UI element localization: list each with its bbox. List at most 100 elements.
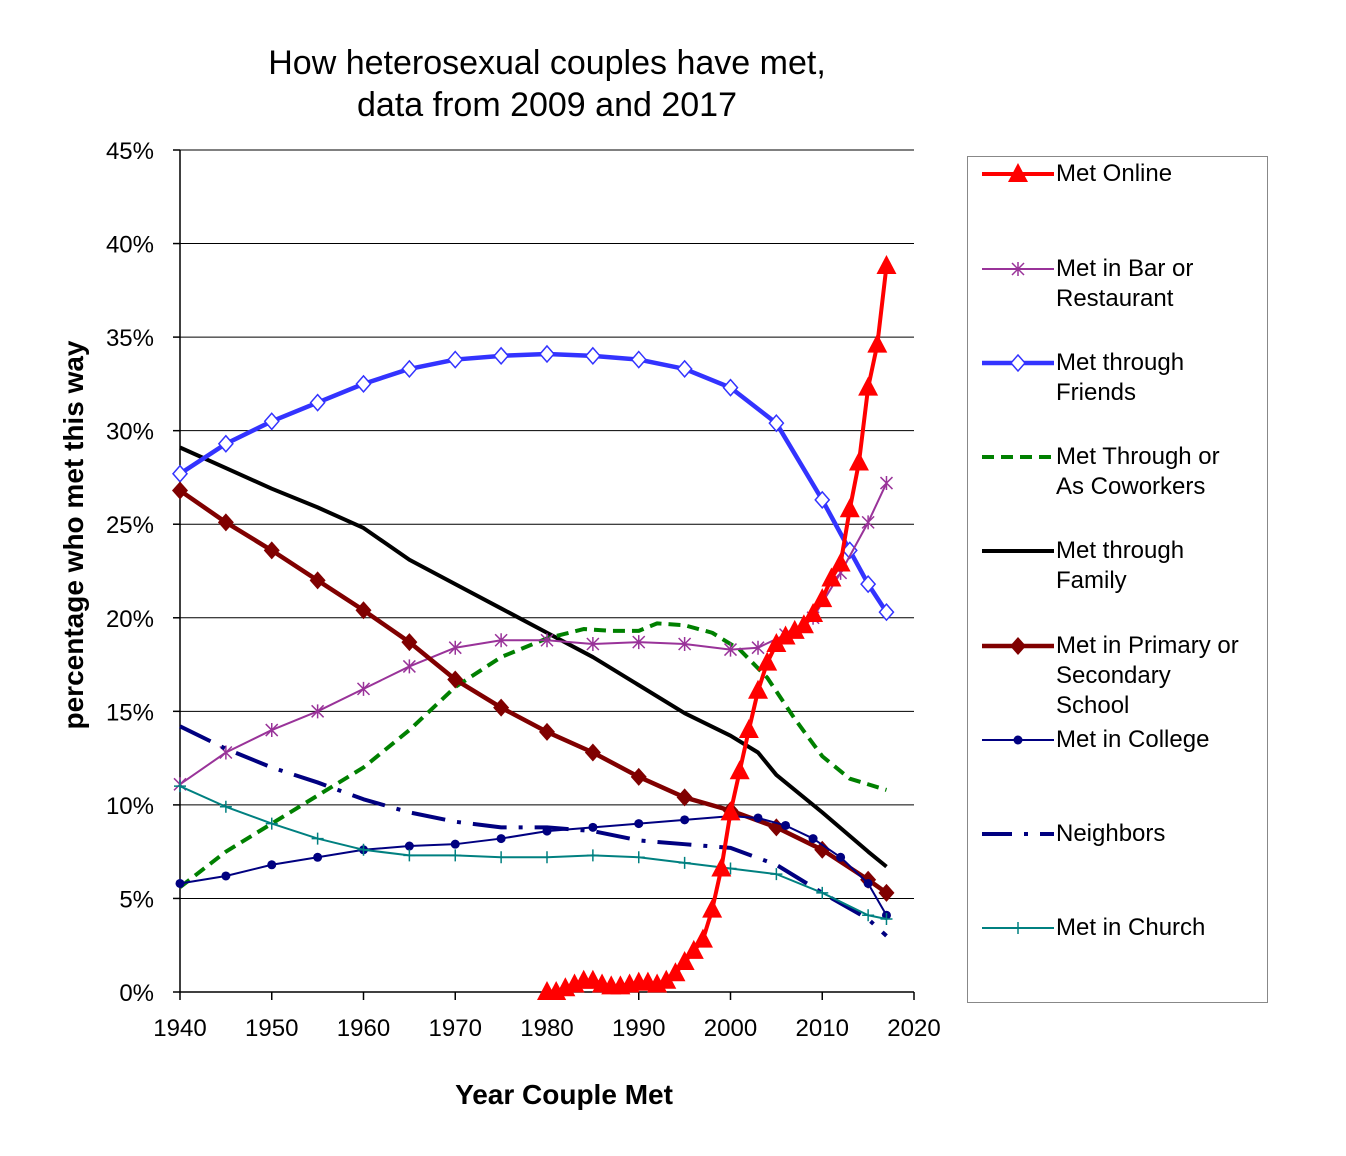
legend-label: Met in Church (1056, 914, 1206, 941)
data-point (493, 698, 510, 717)
legend-swatch (982, 353, 1054, 373)
data-point (541, 851, 553, 864)
data-point (221, 871, 231, 881)
y-tick-label: 35% (106, 325, 154, 352)
series-6 (175, 811, 891, 920)
data-point (768, 414, 785, 433)
data-point (313, 852, 323, 862)
data-point (1011, 262, 1025, 276)
data-point (770, 868, 783, 881)
data-point (1013, 735, 1023, 745)
y-tick-label: 20% (106, 606, 154, 633)
data-point (753, 813, 763, 823)
chart-legend: Met Online Met in Bar or Restaurant Met th… (967, 156, 1268, 1003)
legend-swatch (982, 262, 1054, 276)
data-point (720, 801, 741, 821)
y-tick-label: 5% (119, 886, 154, 913)
data-point (781, 820, 791, 830)
x-tick-label: 1940 (153, 1015, 206, 1042)
data-point (539, 344, 555, 364)
data-point (723, 642, 738, 657)
data-point (1008, 163, 1028, 182)
y-tick-label: 15% (106, 699, 154, 726)
series-5 (172, 481, 895, 902)
data-point (584, 743, 601, 762)
data-point (495, 851, 508, 864)
series-3 (178, 621, 888, 889)
series-line (178, 621, 888, 889)
data-point (665, 962, 686, 982)
y-tick-label: 45% (106, 138, 154, 165)
data-point (355, 601, 372, 620)
legend-label: Neighbors (1056, 820, 1166, 847)
data-point (839, 498, 860, 518)
data-point (630, 350, 647, 369)
data-point (863, 878, 873, 888)
series-line (179, 482, 888, 786)
series-line (178, 351, 889, 614)
data-point (878, 883, 895, 902)
x-tick-label: 2010 (796, 1015, 849, 1042)
data-point (848, 451, 869, 471)
legend-swatch (982, 163, 1054, 182)
data-point (586, 636, 600, 651)
data-point (632, 851, 645, 864)
data-point (814, 490, 831, 510)
data-point (632, 635, 646, 650)
data-point (738, 719, 759, 739)
data-point (450, 839, 460, 849)
data-point (784, 619, 805, 639)
data-point (821, 567, 842, 587)
data-point (403, 849, 416, 862)
data-point (175, 878, 185, 888)
x-tick-label: 1970 (429, 1015, 482, 1042)
data-point (493, 346, 510, 365)
data-point (880, 913, 893, 926)
data-point (447, 350, 464, 369)
data-point (219, 800, 232, 813)
data-point (860, 574, 877, 594)
data-point (861, 515, 875, 530)
data-point (357, 843, 370, 856)
data-point (879, 476, 894, 491)
data-point (356, 681, 371, 696)
data-point (751, 640, 765, 655)
data-point (449, 849, 462, 862)
series-0 (537, 255, 897, 1000)
data-point (172, 481, 188, 500)
data-point (542, 826, 552, 836)
data-point (401, 359, 418, 379)
data-point (876, 255, 897, 275)
data-point (692, 928, 713, 948)
data-point (1012, 922, 1024, 934)
data-point (355, 374, 372, 394)
x-tick-label: 1950 (245, 1015, 298, 1042)
data-point (678, 856, 691, 869)
y-tick-label: 30% (106, 419, 154, 446)
data-point (812, 588, 833, 608)
data-point (634, 819, 644, 829)
data-point (711, 857, 732, 877)
data-point (748, 679, 769, 699)
legend-label: Met through Friends (1056, 349, 1185, 406)
data-point (309, 571, 326, 590)
legend-label: Met in Primary or Secondary School (1056, 632, 1239, 719)
chart-title-line-1: How heterosexual couples have met, (268, 44, 826, 82)
x-tick-label: 1990 (612, 1015, 665, 1042)
data-point (878, 603, 895, 622)
data-point (267, 860, 277, 870)
series-2 (172, 344, 895, 622)
data-point (676, 788, 693, 807)
legend-swatch (982, 637, 1054, 655)
x-tick-label: 1960 (337, 1015, 390, 1042)
data-point (803, 603, 824, 623)
legend-swatch (982, 735, 1054, 745)
y-tick-label: 0% (119, 980, 154, 1007)
data-point (862, 909, 875, 922)
y-tick-label: 25% (106, 512, 154, 539)
x-tick-label: 1980 (520, 1015, 573, 1042)
data-point (630, 767, 647, 786)
data-point (722, 378, 739, 397)
data-point (729, 760, 750, 780)
data-point (496, 834, 506, 844)
